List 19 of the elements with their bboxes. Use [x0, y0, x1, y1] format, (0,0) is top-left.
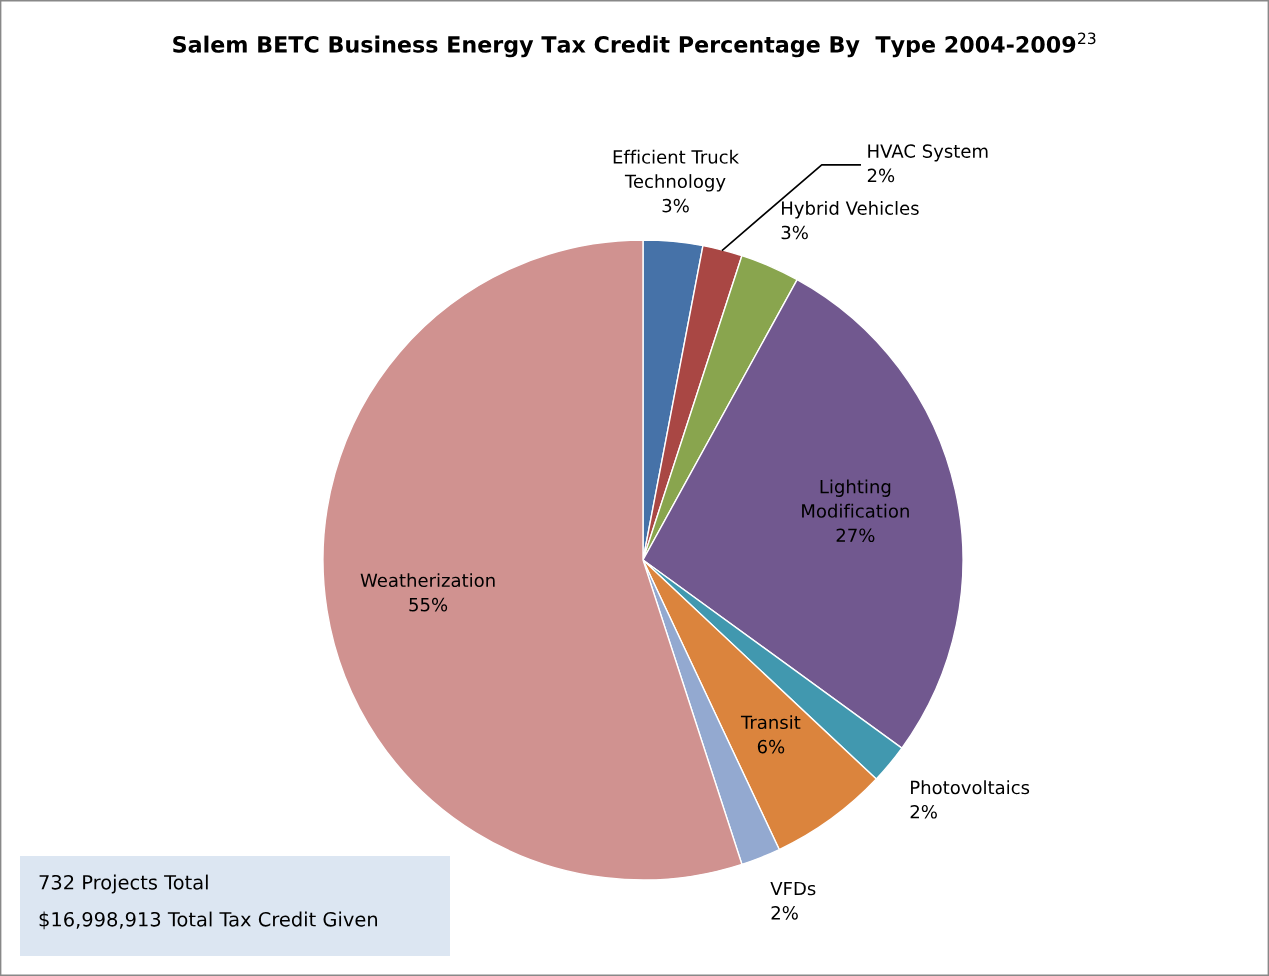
slice-label: Transit — [740, 715, 801, 730]
text: 732 Projects Total — [39, 874, 208, 894]
slice-label: Hybrid Vehicles — [782, 201, 919, 219]
data-label: 3% — [662, 198, 689, 213]
slice-label: Efficient Truck Technology — [613, 149, 740, 192]
slice-label: HVAC System — [868, 144, 988, 162]
slice-label: Photovoltaics — [911, 780, 1030, 795]
data-label: 27% — [836, 528, 875, 543]
slice-label: Lighting Modification — [802, 479, 909, 518]
data-label: 3% — [781, 225, 808, 240]
data-label: 55% — [409, 597, 448, 612]
text: $16,998,913 Total Tax Credit Given — [39, 911, 378, 930]
data-label: 6% — [757, 739, 785, 754]
data-label: 2% — [867, 168, 895, 183]
slice-label: Weatherization — [360, 573, 495, 588]
chart-title: Salem BETC Business Energy Tax Credit Percentage By Type 2004-2009$^{23}$ — [173, 32, 1096, 58]
slice-label: VFDs — [770, 881, 816, 896]
data-label: 2% — [771, 905, 798, 920]
data-label: 2% — [910, 804, 937, 819]
